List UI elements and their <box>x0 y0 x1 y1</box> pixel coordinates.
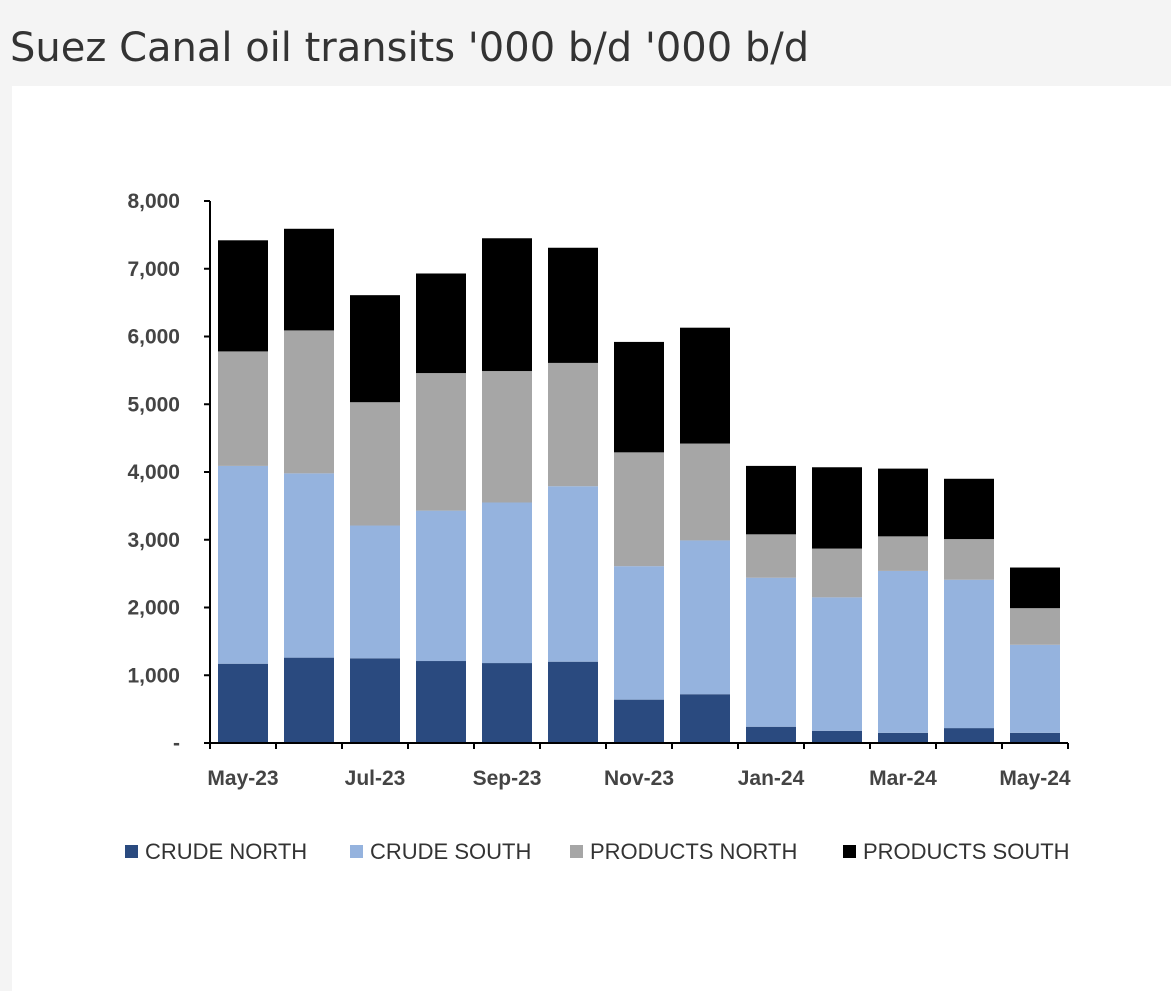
bar-segment-products-north-may-24 <box>1010 608 1060 645</box>
bar-segment-products-north-jul-23 <box>350 402 400 526</box>
bar-segment-crude-north-dec-23 <box>680 694 730 743</box>
y-tick-label: - <box>173 732 180 755</box>
bar-segment-crude-north-jan-24 <box>746 726 796 743</box>
bar-segment-products-south-nov-23 <box>614 341 664 453</box>
legend-swatch-crude-north <box>125 845 138 858</box>
bar-segment-products-north-nov-23 <box>614 452 664 567</box>
y-tick-label: 1,000 <box>127 664 180 687</box>
bar-segment-products-north-oct-23 <box>548 362 598 487</box>
bar-segment-products-south-may-24 <box>1010 567 1060 609</box>
bar-segment-products-south-sep-23 <box>482 238 532 372</box>
bar-segment-products-south-apr-24 <box>944 478 994 540</box>
bar-segment-products-south-dec-23 <box>680 327 730 444</box>
bar-segment-crude-south-nov-23 <box>614 566 664 700</box>
bar-segment-crude-north-jul-23 <box>350 658 400 743</box>
bar-segment-crude-south-oct-23 <box>548 486 598 662</box>
legend-label-products-north: PRODUCTS NORTH <box>590 839 797 864</box>
bar-segment-crude-north-jun-23 <box>284 657 334 743</box>
bar-segment-crude-north-apr-24 <box>944 728 994 743</box>
y-tick-label: 3,000 <box>127 529 180 552</box>
bar-segment-crude-south-may-23 <box>218 465 268 664</box>
x-tick-label: Jan-24 <box>738 767 805 790</box>
bar-segment-products-south-feb-24 <box>812 467 862 549</box>
bar-segment-crude-south-jun-23 <box>284 473 334 658</box>
legend-label-crude-north: CRUDE NORTH <box>145 839 307 864</box>
bar-segment-products-south-may-23 <box>218 240 268 352</box>
y-tick-label: 2,000 <box>127 597 180 620</box>
legend-label-products-south: PRODUCTS SOUTH <box>863 839 1070 864</box>
legend-swatch-products-south <box>843 845 856 858</box>
y-tick-label: 8,000 <box>127 190 180 213</box>
bar-segment-products-south-jul-23 <box>350 295 400 403</box>
bar-segment-products-north-aug-23 <box>416 373 466 511</box>
bar-segment-crude-south-apr-24 <box>944 579 994 729</box>
bar-segment-products-north-jun-23 <box>284 330 334 474</box>
x-tick-label: Jul-23 <box>345 767 406 790</box>
bar-segment-products-south-oct-23 <box>548 247 598 363</box>
bar-segment-crude-north-may-23 <box>218 663 268 743</box>
y-tick-label: 5,000 <box>127 393 180 416</box>
x-tick-label: May-23 <box>207 767 278 790</box>
legend-swatch-crude-south <box>350 845 363 858</box>
y-tick-label: 7,000 <box>127 258 180 281</box>
bar-segment-crude-south-sep-23 <box>482 502 532 664</box>
bar-segment-products-south-jan-24 <box>746 465 796 535</box>
bar-segment-crude-south-mar-24 <box>878 570 928 733</box>
bar-segment-crude-north-oct-23 <box>548 661 598 743</box>
bar-segment-products-north-feb-24 <box>812 548 862 598</box>
y-tick-label: 6,000 <box>127 326 180 349</box>
bar-segment-crude-south-jul-23 <box>350 525 400 659</box>
bar-segment-crude-south-aug-23 <box>416 510 466 662</box>
bar-segment-products-north-may-23 <box>218 351 268 466</box>
bar-segment-products-north-sep-23 <box>482 371 532 503</box>
bar-segment-crude-north-mar-24 <box>878 732 928 743</box>
bar-segment-products-south-aug-23 <box>416 273 466 374</box>
bar-segment-products-south-jun-23 <box>284 228 334 331</box>
x-tick-label: Sep-23 <box>473 767 542 790</box>
bar-segment-crude-north-nov-23 <box>614 699 664 743</box>
x-tick-label: Nov-23 <box>604 767 674 790</box>
bar-segment-products-north-apr-24 <box>944 539 994 580</box>
legend-label-crude-south: CRUDE SOUTH <box>370 839 531 864</box>
y-tick-label: 4,000 <box>127 461 180 484</box>
bar-segment-crude-north-may-24 <box>1010 732 1060 743</box>
bar-segment-products-north-jan-24 <box>746 534 796 578</box>
bar-segment-crude-south-feb-24 <box>812 597 862 731</box>
x-tick-label: May-24 <box>999 767 1071 790</box>
legend-swatch-products-north <box>570 845 583 858</box>
bar-segment-crude-north-sep-23 <box>482 663 532 743</box>
bar-segment-products-south-mar-24 <box>878 468 928 537</box>
x-tick-label: Mar-24 <box>869 767 937 790</box>
page-title: Suez Canal oil transits '000 b/d '000 b/… <box>10 25 810 71</box>
bar-segment-crude-south-may-24 <box>1010 644 1060 733</box>
bar-segment-crude-north-feb-24 <box>812 730 862 743</box>
bar-segment-products-north-mar-24 <box>878 536 928 571</box>
bar-segment-crude-north-aug-23 <box>416 661 466 743</box>
bar-segment-products-north-dec-23 <box>680 443 730 541</box>
bar-segment-crude-south-dec-23 <box>680 540 730 695</box>
bar-segment-crude-south-jan-24 <box>746 577 796 727</box>
